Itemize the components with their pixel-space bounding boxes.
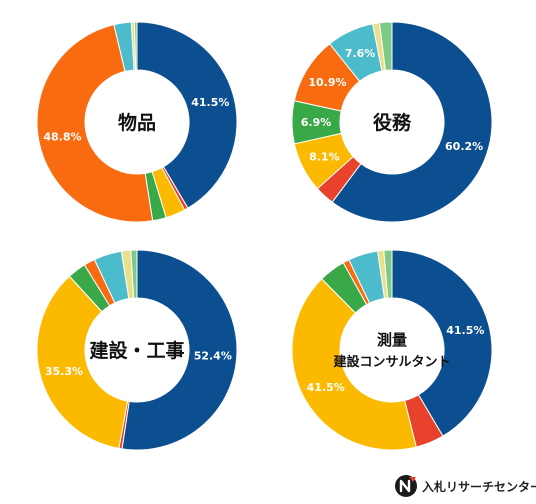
brand-logo-icon [395, 475, 417, 497]
donut-center [341, 299, 443, 401]
donut-chart-goods: 41.5% 48.8% 物品 [36, 21, 238, 223]
slice-value-label: 7.6% [345, 47, 376, 60]
slice-value-label: 35.3% [45, 365, 83, 378]
donut-slice [130, 249, 138, 299]
donut-center [86, 299, 188, 401]
slice-value-label: 10.9% [308, 76, 346, 89]
slice-value-label: 8.1% [309, 151, 340, 164]
brand: 入札リサーチセンター [394, 474, 536, 498]
donut-slice [383, 249, 393, 299]
chart-title: 物品 [118, 111, 156, 134]
slice-value-label: 6.9% [301, 116, 332, 129]
donut-slice [291, 278, 417, 451]
slice-value-label: 52.4% [194, 350, 232, 363]
donut-slice [36, 275, 129, 449]
slice-value-label: 41.5% [446, 324, 484, 337]
donut-slice [133, 21, 138, 71]
chart-title-line: 測量 [377, 331, 407, 349]
donut-slice [391, 249, 493, 437]
donut-slice [378, 21, 393, 71]
brand-name: 入札リサーチセンター [422, 479, 536, 494]
slice-value-label: 60.2% [445, 140, 483, 153]
donut-chart-services: 60.2% 8.1% 6.9% 10.9% 7.6% 役務 [291, 21, 493, 223]
chart-title: 建設・工事 [89, 339, 184, 362]
donut-slice [36, 24, 154, 223]
chart-title: 役務 [373, 111, 412, 134]
donut-slice [121, 249, 238, 451]
slice-value-label: 48.8% [43, 131, 81, 144]
donut-slice [136, 21, 238, 209]
slice-value-label: 41.5% [307, 381, 345, 394]
chart-title-line: 建設コンサルタント [333, 354, 450, 370]
donut-center [86, 71, 188, 173]
donut-center [341, 71, 443, 173]
slice-value-label: 41.5% [191, 96, 229, 109]
donut-slice [331, 21, 493, 223]
donut-chart-construction: 52.4% 35.3% 建設・工事 [36, 249, 238, 451]
